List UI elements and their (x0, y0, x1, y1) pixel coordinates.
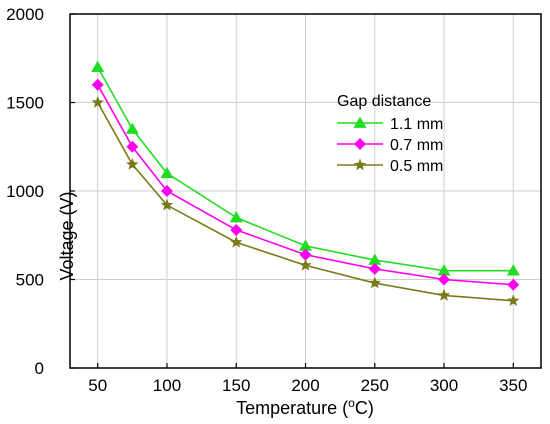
legend-marker (353, 158, 367, 171)
x-tick-label: 350 (499, 376, 527, 395)
legend-label: 0.5 mm (390, 158, 443, 175)
series-0-7-mm (91, 78, 520, 291)
data-point (126, 157, 139, 170)
x-axis-title-prefix: Temperature ( (236, 398, 348, 418)
series-0-5-mm (91, 96, 520, 306)
legend-marker (354, 138, 366, 150)
series-group (91, 60, 520, 306)
legend-label: 1.1 mm (390, 116, 443, 133)
data-point (125, 122, 139, 134)
x-tick-label: 300 (430, 376, 458, 395)
legend-marker (353, 116, 367, 128)
data-point (230, 223, 243, 236)
legend: Gap distance 1.1 mm 0.7 mm 0.5 mm (337, 93, 443, 175)
y-tick-label: 1500 (6, 94, 44, 113)
x-axis-title-suffix: C) (355, 398, 374, 418)
x-axis-title-sup: o (348, 396, 355, 410)
legend-label: 0.7 mm (390, 137, 443, 154)
legend-title: Gap distance (337, 93, 431, 110)
y-tick-label: 2000 (6, 5, 44, 24)
data-point (126, 140, 139, 153)
data-point (299, 258, 312, 271)
data-point (368, 276, 381, 289)
series-line (97, 84, 514, 286)
y-axis-title: Voltage (V) (57, 191, 77, 280)
data-point (438, 273, 451, 286)
data-point (160, 166, 174, 179)
data-point (299, 239, 312, 251)
data-point (229, 211, 243, 223)
x-tick-label: 150 (222, 376, 250, 395)
grid (70, 14, 541, 368)
data-point (160, 198, 174, 211)
data-point (507, 294, 520, 306)
data-point (507, 278, 520, 291)
data-point (368, 262, 381, 275)
x-tick-label: 50 (88, 376, 107, 395)
y-tick-label: 1000 (6, 182, 44, 201)
data-point (230, 235, 243, 248)
data-point (506, 264, 520, 276)
y-tick-label: 500 (16, 271, 44, 290)
x-axis-title: Temperature (oC) (236, 396, 374, 418)
data-point (91, 78, 104, 91)
data-point (91, 60, 105, 72)
data-point (91, 96, 104, 108)
data-point (437, 288, 451, 301)
data-point (160, 185, 173, 197)
x-tick-label: 200 (291, 376, 319, 395)
data-point (368, 253, 382, 265)
series-line (97, 102, 514, 302)
series-1-1-mm (91, 60, 520, 276)
x-tick-label: 100 (153, 376, 181, 395)
axis-ticks: 50 100 150 200 250 300 350 0 500 1000 1500 2000 (6, 5, 527, 395)
data-point (299, 248, 312, 261)
y-tick-label: 0 (35, 359, 44, 378)
x-tick-label: 250 (361, 376, 389, 395)
series-line (97, 66, 514, 272)
data-point (437, 264, 451, 276)
